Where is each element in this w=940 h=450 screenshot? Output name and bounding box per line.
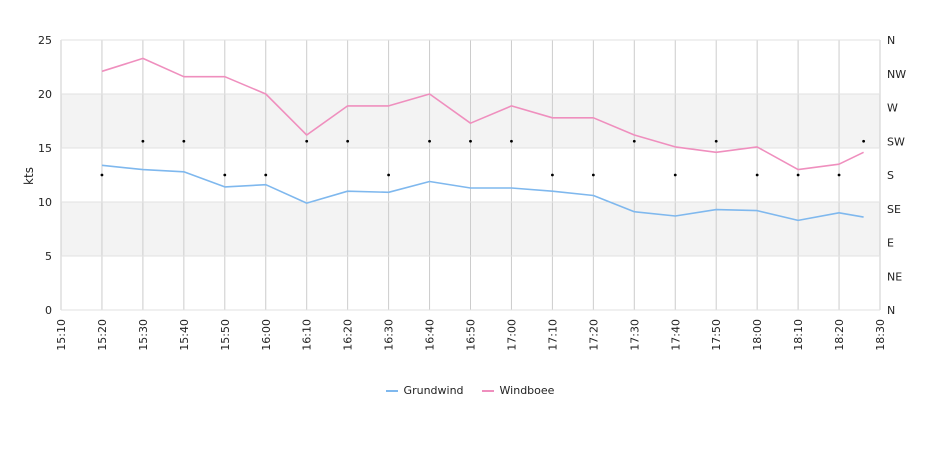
- x-tick-label: 17:10: [546, 319, 559, 351]
- direction-marker: [346, 139, 350, 143]
- x-tick-label: 15:10: [55, 319, 68, 351]
- legend-item-grundwind[interactable]: Grundwind: [385, 384, 464, 397]
- direction-tick-label: N: [887, 304, 895, 317]
- right-axis-ticks: N NE E SE S SW W NW N: [887, 34, 906, 317]
- direction-tick-label: N: [887, 34, 895, 47]
- legend-label-windboee: Windboee: [499, 384, 555, 397]
- direction-marker: [264, 173, 268, 177]
- y-axis-label: kts: [22, 167, 36, 185]
- direction-tick-label: NW: [887, 68, 906, 81]
- direction-marker: [714, 139, 718, 143]
- x-tick-label: 16:40: [424, 319, 437, 351]
- direction-marker: [100, 173, 104, 177]
- legend: Grundwind Windboee: [0, 384, 940, 397]
- direction-markers: [100, 139, 866, 177]
- direction-marker: [862, 139, 866, 143]
- series-lines: [101, 57, 864, 222]
- x-tick-label: 15:20: [96, 319, 109, 351]
- direction-tick-label: W: [887, 102, 898, 115]
- x-axis-ticks: 15:10 15:20 15:30 15:40 15:50 16:00 16:10 16:20…: [55, 319, 887, 351]
- direction-tick-label: S: [887, 169, 894, 182]
- x-tick-label: 17:20: [587, 319, 600, 351]
- legend-swatch-grundwind: [385, 389, 398, 392]
- x-tick-label: 16:30: [383, 319, 396, 351]
- direction-marker: [632, 139, 636, 143]
- y-tick-label: 10: [38, 196, 52, 209]
- y-tick-label: 0: [45, 304, 52, 317]
- legend-label-grundwind: Grundwind: [403, 384, 464, 397]
- direction-tick-label: E: [887, 237, 894, 250]
- direction-marker: [673, 173, 677, 177]
- x-tick-label: 16:10: [301, 319, 314, 351]
- y-tick-label: 20: [38, 88, 52, 101]
- direction-marker: [796, 173, 800, 177]
- direction-marker: [428, 139, 431, 143]
- direction-marker: [755, 173, 759, 177]
- direction-marker: [469, 139, 472, 143]
- x-tick-label: 17:40: [669, 319, 682, 351]
- direction-tick-label: NE: [887, 270, 902, 283]
- x-tick-label: 16:50: [465, 319, 478, 351]
- x-tick-label: 15:40: [178, 319, 191, 351]
- left-axis-ticks: 0 5 10 15 20 25: [38, 34, 52, 317]
- series-line-windboee: [101, 57, 864, 171]
- x-tick-label: 18:10: [792, 319, 805, 351]
- direction-marker: [591, 173, 595, 177]
- direction-marker: [551, 173, 554, 177]
- y-tick-label: 15: [38, 142, 52, 155]
- x-tick-label: 16:00: [260, 319, 273, 351]
- x-tick-label: 17:30: [628, 319, 641, 351]
- legend-item-windboee[interactable]: Windboee: [481, 384, 555, 397]
- direction-marker: [141, 139, 145, 143]
- direction-marker: [510, 139, 513, 143]
- x-tick-label: 18:00: [751, 319, 764, 351]
- direction-tick-label: SE: [887, 203, 901, 216]
- x-tick-label: 16:20: [342, 319, 355, 351]
- x-tick-label: 18:20: [833, 319, 846, 351]
- direction-marker: [223, 173, 227, 177]
- x-tick-label: 17:00: [505, 319, 518, 351]
- legend-swatch-windboee: [481, 389, 494, 392]
- direction-marker: [387, 173, 390, 177]
- direction-marker: [837, 173, 841, 177]
- y-tick-label: 25: [38, 34, 52, 47]
- y-tick-label: 5: [45, 250, 52, 263]
- x-tick-label: 18:30: [874, 319, 887, 351]
- series-line-grundwind: [101, 164, 864, 222]
- direction-marker: [182, 139, 186, 143]
- x-tick-label: 17:50: [710, 319, 723, 351]
- direction-marker: [305, 139, 309, 143]
- x-tick-label: 15:30: [137, 319, 150, 351]
- x-tick-label: 15:50: [219, 319, 232, 351]
- direction-tick-label: SW: [887, 135, 905, 148]
